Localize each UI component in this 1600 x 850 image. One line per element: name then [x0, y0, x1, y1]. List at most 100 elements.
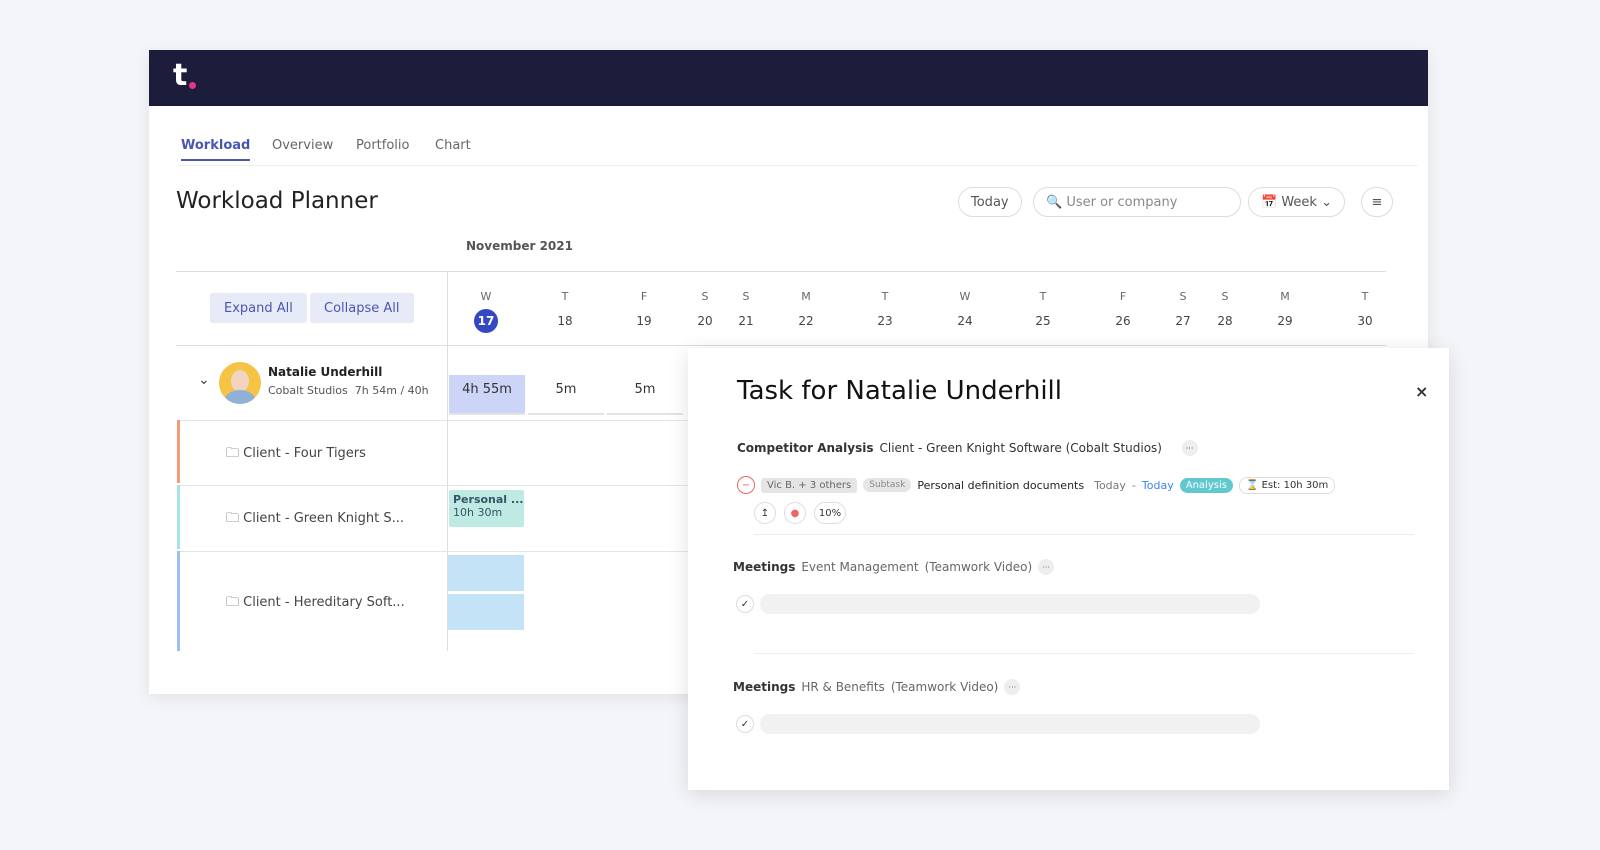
task-actions: ↥ ● 10% — [754, 502, 846, 524]
task-block-duration: 10h 30m — [453, 506, 503, 519]
day-date: 25 — [1035, 314, 1051, 328]
divider — [176, 345, 1386, 346]
user-name: Natalie Underhill — [268, 365, 383, 379]
top-bar: t — [149, 50, 1428, 106]
divider — [754, 653, 1414, 654]
search[interactable]: 🔍 User or company — [1033, 187, 1241, 217]
category: Competitor Analysis — [737, 441, 874, 455]
project: Event Management — [801, 560, 919, 574]
type: Subtask — [863, 478, 912, 492]
separator: - — [1131, 478, 1136, 492]
day-letter: W — [480, 290, 492, 303]
day-letter: F — [1119, 290, 1127, 303]
search-placeholder: User or company — [1066, 194, 1178, 210]
today-button[interactable]: Today — [958, 187, 1022, 217]
project-name[interactable]: 🗀 Client - Four Tigers — [226, 445, 366, 461]
task-panel: Task for Natalie Underhill × Competitor … — [688, 348, 1449, 790]
column-divider — [447, 271, 448, 651]
project-stripe — [177, 551, 180, 651]
priority[interactable]: ↥ — [754, 502, 776, 524]
project: Client - Green Knight Software (Cobalt S… — [879, 441, 1162, 455]
day-letter: S — [701, 290, 709, 303]
category: Meetings — [733, 560, 796, 574]
project-name[interactable]: 🗀 Client - Hereditary Soft... — [226, 595, 405, 610]
task-block-name: Personal ... — [453, 493, 524, 506]
divider — [754, 534, 1414, 535]
menu[interactable]: ··· — [1038, 559, 1055, 575]
row-divider — [180, 551, 688, 552]
day-total: 5m — [528, 375, 604, 415]
tab[interactable]: Workload — [181, 138, 251, 161]
placeholder-row: ✓ — [736, 594, 1260, 614]
group-header: Competitor Analysis Client - Green Knight… — [737, 440, 1198, 456]
day-date: 20 — [697, 314, 713, 328]
day-letter: S — [742, 290, 750, 303]
day-letter: S — [1179, 290, 1187, 303]
day-letter: W — [959, 290, 971, 303]
placeholder — [760, 594, 1260, 614]
placeholder-row: ✓ — [736, 714, 1260, 734]
estimate: ⌛ Est: 10h 30m — [1238, 476, 1336, 494]
day-date: 17 — [474, 309, 498, 333]
tab[interactable]: Overview — [272, 138, 334, 153]
filter-button[interactable]: ≡ — [1361, 187, 1393, 217]
alert[interactable]: ● — [784, 502, 806, 524]
check[interactable]: ✓ — [736, 595, 754, 613]
project-stripe — [177, 485, 180, 549]
collapse-icon[interactable]: ⌄ — [198, 372, 210, 388]
client: (Teamwork Video) — [924, 560, 1033, 574]
start: Today — [1094, 478, 1126, 492]
day-date: 27 — [1175, 314, 1191, 328]
avatar — [219, 362, 261, 404]
row-divider — [180, 420, 688, 421]
project: HR & Benefits — [801, 680, 885, 694]
day-letter: T — [1361, 290, 1369, 303]
day-letter: M — [1280, 290, 1290, 303]
project-stripe — [177, 420, 180, 483]
day-date: 28 — [1217, 314, 1233, 328]
tab[interactable]: Chart — [435, 138, 471, 153]
day-date: 22 — [798, 314, 814, 328]
page-title: Workload Planner — [176, 188, 378, 214]
divider — [176, 271, 1386, 272]
day-letter: M — [801, 290, 811, 303]
logo[interactable]: t — [173, 58, 188, 93]
hours: 7h 54m / 40h — [354, 384, 429, 397]
assignee: Vic B. + 3 others — [761, 477, 858, 493]
view-select[interactable]: 📅 Week ⌄ — [1248, 187, 1345, 217]
remove-icon[interactable]: − — [737, 476, 755, 494]
day-date: 18 — [557, 314, 573, 328]
day-date: 24 — [957, 314, 973, 328]
month: November 2021 — [466, 239, 573, 253]
task-block[interactable]: Personal ... 10h 30m — [449, 490, 524, 527]
day-letter: T — [1039, 290, 1047, 303]
day-date: 26 — [1115, 314, 1131, 328]
group-header: Meetings HR & Benefits (Teamwork Video) ··· — [733, 679, 1021, 695]
tab[interactable]: Portfolio — [356, 138, 410, 153]
day-date: 19 — [636, 314, 652, 328]
divider — [178, 165, 1418, 166]
block — [448, 555, 524, 591]
user-company: Cobalt Studios 7h 54m / 40h — [268, 384, 429, 397]
day-letter: T — [561, 290, 569, 303]
menu[interactable]: ··· — [1181, 440, 1198, 456]
placeholder — [760, 714, 1260, 734]
expand-all[interactable]: Expand All — [210, 293, 307, 323]
close[interactable]: × — [1415, 382, 1429, 401]
day-letter: T — [881, 290, 889, 303]
project-name[interactable]: 🗀 Client - Green Knight S... — [226, 511, 404, 526]
collapse-all[interactable]: Collapse All — [310, 293, 414, 323]
block — [448, 594, 524, 630]
view-label: Week — [1281, 194, 1317, 210]
logo-dot — [189, 82, 196, 89]
day-date: 23 — [877, 314, 893, 328]
day-date: 21 — [738, 314, 754, 328]
client: (Teamwork Video) — [890, 680, 999, 694]
check[interactable]: ✓ — [736, 715, 754, 733]
menu[interactable]: ··· — [1004, 679, 1021, 695]
day-total: 5m — [607, 375, 683, 415]
estimate-text: Est: 10h 30m — [1261, 479, 1329, 491]
progress: 10% — [814, 502, 846, 524]
task-row[interactable]: − Vic B. + 3 others Subtask Personal def… — [737, 476, 1336, 494]
